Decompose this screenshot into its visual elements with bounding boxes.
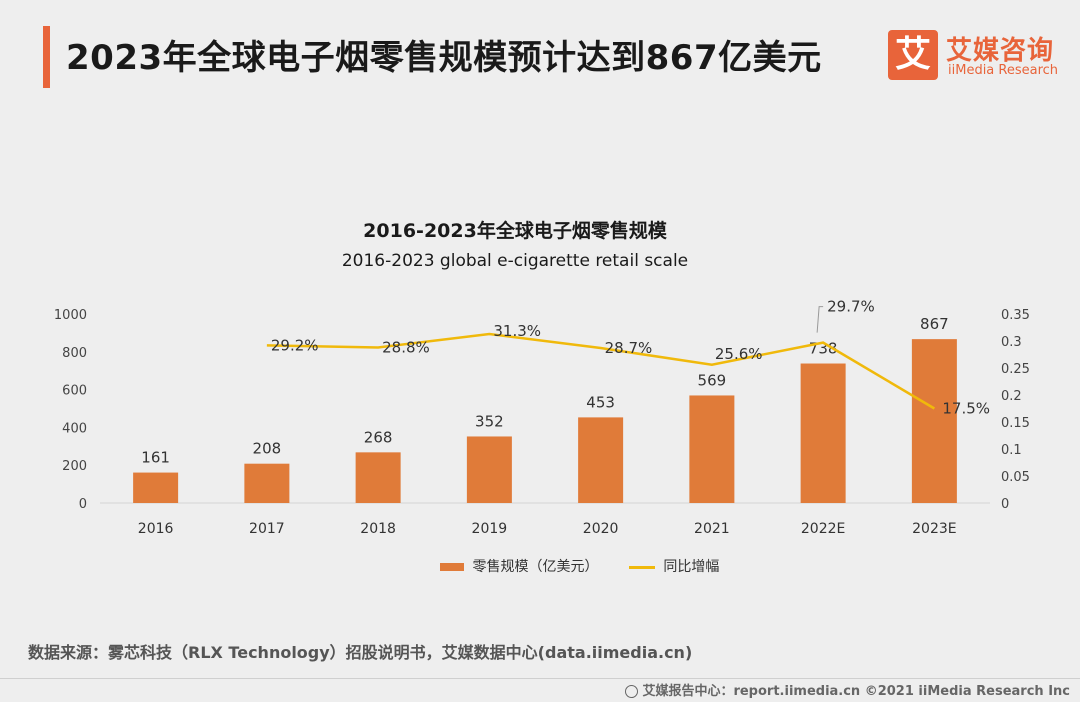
data-source-note: 数据来源：雾芯科技（RLX Technology）招股说明书，艾媒数据中心(da… [28, 643, 693, 662]
bar [911, 339, 957, 503]
logo-en-text: iiMedia Research [948, 63, 1059, 78]
bar-value-label: 268 [364, 428, 393, 446]
line-value-label: 29.7% [827, 298, 875, 316]
y-right-tick-label: 0.35 [1001, 308, 1030, 323]
chart-legend: 零售规模（亿美元） 同比增幅 [440, 556, 745, 576]
x-tick-label: 2018 [360, 521, 396, 537]
bar-value-label: 161 [141, 449, 170, 467]
y-left-tick-label: 600 [62, 384, 87, 399]
y-right-tick-label: 0.2 [1001, 389, 1022, 404]
brand-logo: 艾 艾媒咨询 iiMedia Research [888, 30, 1068, 80]
x-tick-label: 2021 [694, 521, 730, 537]
y-left-tick-label: 400 [62, 421, 87, 436]
bar-value-label: 569 [698, 371, 727, 389]
title-accent-bar [43, 26, 50, 88]
bar [689, 395, 735, 503]
x-tick-label: 2022E [801, 521, 845, 537]
bar [133, 472, 179, 503]
y-right-tick-label: 0.25 [1001, 362, 1030, 377]
y-right-tick-label: 0.3 [1001, 335, 1022, 350]
y-left-tick-label: 200 [62, 459, 87, 474]
y-right-tick-label: 0 [1001, 497, 1009, 512]
bar-value-label: 453 [586, 393, 615, 411]
x-tick-label: 2023E [912, 521, 956, 537]
line-value-label: 28.8% [382, 338, 430, 356]
legend-line-swatch [628, 565, 655, 569]
growth-line [266, 332, 936, 410]
legend-line-label: 同比增幅 [663, 559, 720, 575]
bar [244, 463, 290, 503]
footer-text: 艾媒报告中心：report.iimedia.cn ©2021 iiMedia R… [642, 684, 1070, 699]
legend-item-line: 同比增幅 [628, 556, 720, 576]
y-left-tick-label: 0 [79, 497, 87, 512]
bar-value-label: 352 [475, 412, 504, 430]
chart-title: 2016-2023年全球电子烟零售规模 [363, 220, 667, 242]
x-tick-label: 2017 [249, 521, 285, 537]
logo-cn-text: 艾媒咨询 [946, 36, 1055, 66]
logo-mark: 艾 [888, 30, 938, 80]
line-value-label: 31.3% [493, 322, 541, 340]
bar-value-label: 867 [920, 315, 949, 333]
y-left-tick-label: 1000 [54, 308, 87, 323]
bar [578, 417, 624, 503]
bar [466, 436, 512, 503]
y-left-tick-label: 800 [62, 346, 87, 361]
line-value-label: 17.5% [942, 400, 990, 418]
y-right-tick-label: 0.05 [1001, 470, 1030, 485]
label-leader-line [816, 306, 824, 333]
legend-bar-label: 零售规模（亿美元） [472, 559, 599, 575]
line-value-label: 28.7% [605, 339, 653, 357]
chart-subtitle: 2016-2023 global e-cigarette retail scal… [341, 251, 689, 271]
legend-item-bar: 零售规模（亿美元） [440, 556, 598, 576]
page-title: 2023年全球电子烟零售规模预计达到867亿美元 [66, 38, 822, 78]
bar-value-label: 208 [253, 440, 282, 458]
x-tick-label: 2020 [583, 521, 619, 537]
legend-bar-swatch [440, 563, 464, 571]
x-tick-label: 2019 [472, 521, 508, 537]
footer: 艾媒报告中心：report.iimedia.cn ©2021 iiMedia R… [625, 680, 1070, 699]
globe-icon [625, 685, 639, 698]
y-right-tick-label: 0.1 [1001, 443, 1022, 458]
bar [800, 363, 846, 503]
x-tick-label: 2016 [138, 521, 174, 537]
bar [355, 452, 401, 503]
y-right-tick-label: 0.15 [1001, 416, 1030, 431]
footer-divider [0, 678, 1080, 679]
line-value-label: 29.2% [271, 336, 319, 354]
line-value-label: 25.6% [715, 345, 763, 363]
